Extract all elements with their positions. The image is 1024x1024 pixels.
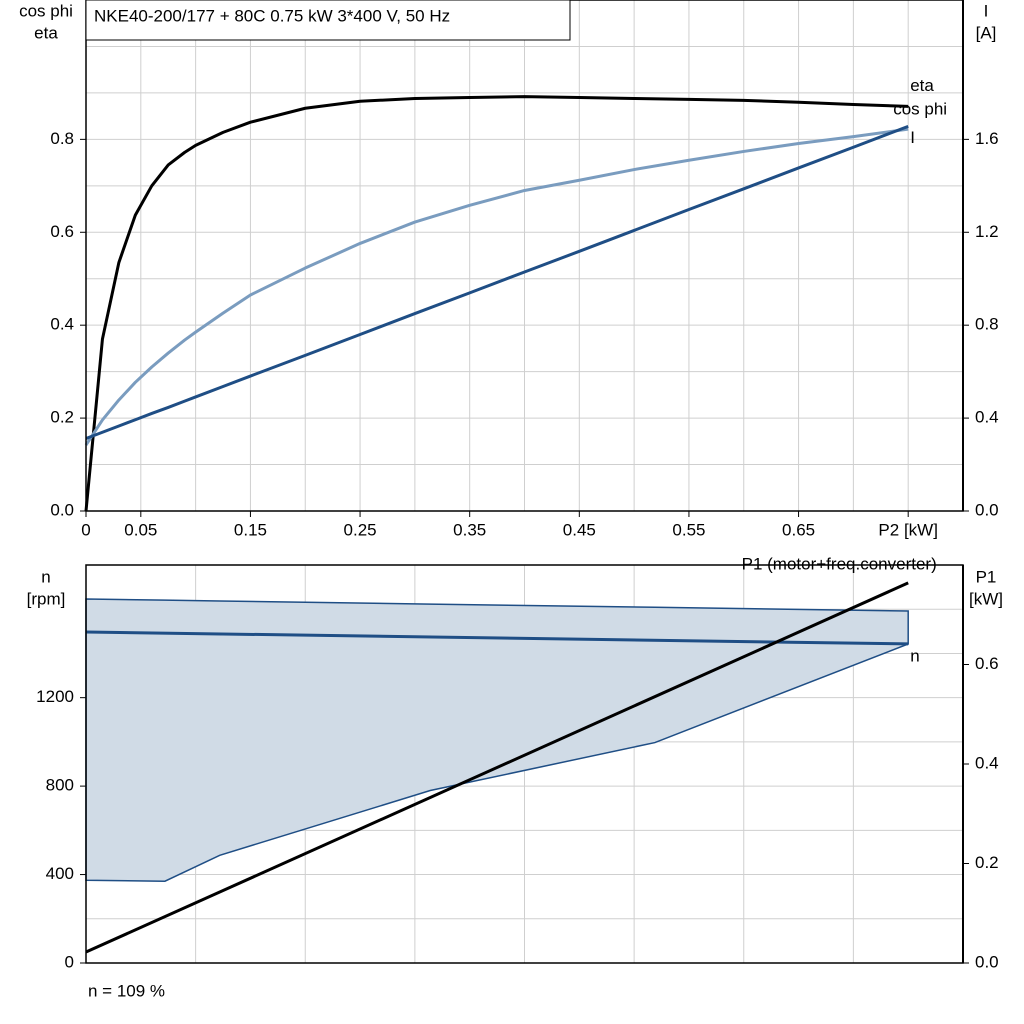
y2-axis-label: [kW] [969,589,1003,608]
y2-axis-label: I [984,1,989,20]
y2-axis-label: [A] [976,23,997,42]
title-box [85,0,571,41]
note: n = 109 % [88,981,165,1000]
y2-tick-label: 0.2 [975,853,999,872]
y-axis-label: cos phi [19,1,73,20]
y-tick-label: 1200 [36,687,74,706]
series-label: eta [910,76,934,95]
y2-tick-label: 0.6 [975,654,999,673]
x-tick-label: 0.55 [672,520,705,539]
y2-tick-label: 0.8 [975,315,999,334]
series-line [84,127,909,446]
y2-tick-label: 0.0 [975,952,999,971]
y2-axis-label: P1 [976,567,997,586]
y-tick-label: 0.8 [50,129,74,148]
series-line [85,581,909,954]
y2-tick-label: 1.2 [975,222,999,241]
y-tick-label: 0.2 [50,408,74,427]
x-tick-label: P2 [kW] [878,520,938,539]
x-tick-label: 0.05 [124,520,157,539]
x-tick-label: 0.65 [782,520,815,539]
y2-tick-label: 1.6 [975,129,999,148]
y-axis-label: n [41,567,50,586]
chart-title: NKE40-200/177 + 80C 0.75 kW 3*400 V, 50 … [94,6,450,25]
y-tick-label: 400 [46,864,74,883]
x-tick-label: 0 [81,520,90,539]
y-tick-label: 800 [46,776,74,795]
x-tick-label: 0.15 [234,520,267,539]
x-tick-label: 0.35 [453,520,486,539]
y-axis-label: eta [34,23,58,42]
series-label: n [910,646,919,665]
y2-tick-label: 0.4 [975,753,999,772]
y2-tick-label: 0.4 [975,408,999,427]
y-tick-label: 0 [65,952,74,971]
series-label: I [910,128,915,147]
series-line [85,630,909,646]
series-label: cos phi [893,100,947,119]
y-tick-label: 0.4 [50,315,74,334]
y-tick-label: 0.6 [50,222,74,241]
y-axis-label: [rpm] [27,589,66,608]
series-line [84,95,909,512]
x-tick-label: 0.45 [563,520,596,539]
series-line [85,124,909,440]
series-label: P1 (motor+freq.converter) [742,554,937,573]
x-tick-label: 0.25 [344,520,377,539]
y-tick-label: 0.0 [50,500,74,519]
y2-tick-label: 0.0 [975,500,999,519]
